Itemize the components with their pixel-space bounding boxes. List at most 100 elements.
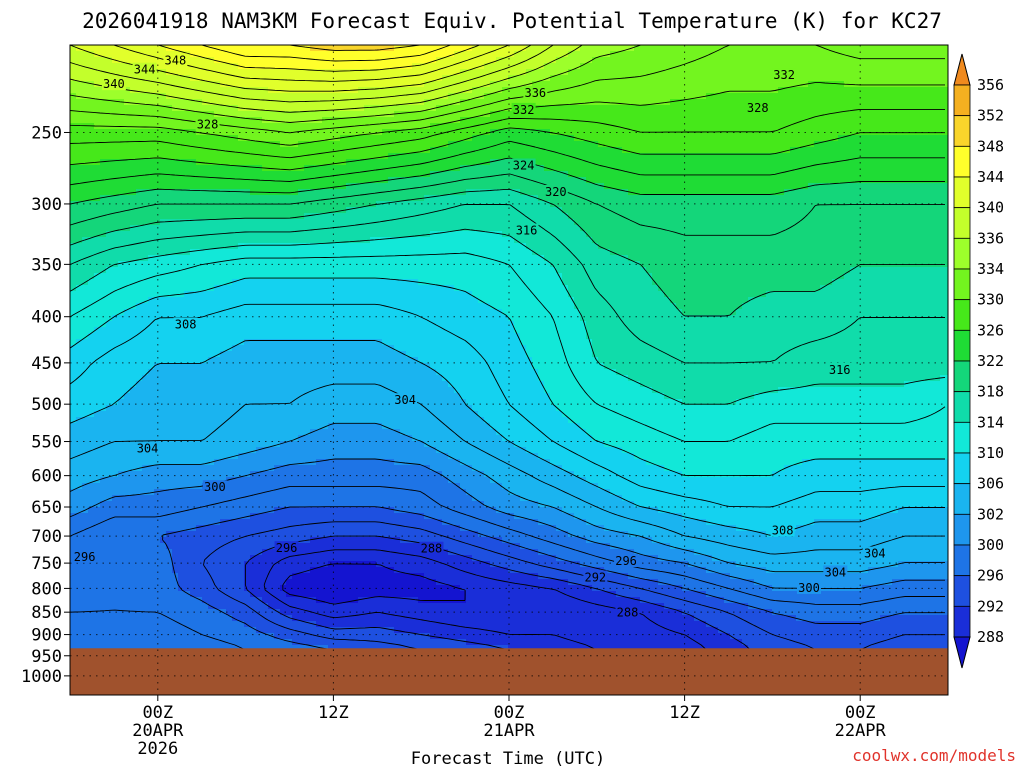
heatmap-cell — [292, 243, 299, 250]
heatmap-cell — [226, 183, 233, 190]
heatmap-cell — [202, 567, 209, 574]
heatmap-cell — [118, 471, 125, 478]
heatmap-cell — [130, 351, 137, 358]
heatmap-cell — [76, 351, 83, 358]
heatmap-cell — [316, 525, 323, 532]
heatmap-cell — [310, 627, 317, 634]
heatmap-cell — [244, 129, 251, 136]
heatmap-cell — [202, 147, 209, 154]
heatmap-cell — [130, 459, 137, 466]
heatmap-cell — [190, 249, 197, 256]
heatmap-cell — [100, 567, 107, 574]
heatmap-cell — [334, 555, 341, 562]
heatmap-cell — [124, 627, 131, 634]
heatmap-cell — [310, 123, 317, 130]
heatmap-cell — [208, 291, 215, 298]
heatmap-cell — [256, 417, 263, 424]
heatmap-cell — [298, 117, 305, 124]
heatmap-cell — [292, 405, 299, 412]
heatmap-cell — [118, 369, 125, 376]
heatmap-cell — [148, 189, 155, 196]
heatmap-cell — [166, 411, 173, 418]
heatmap-cell — [298, 453, 305, 460]
heatmap-cell — [88, 639, 95, 646]
heatmap-cell — [196, 171, 203, 178]
heatmap-cell — [328, 603, 335, 610]
heatmap-cell — [124, 369, 131, 376]
heatmap-cell — [172, 447, 179, 454]
heatmap-cell — [310, 441, 317, 448]
heatmap-cell — [202, 333, 209, 340]
heatmap-cell — [160, 627, 167, 634]
heatmap-cell — [154, 603, 161, 610]
heatmap-cell — [298, 111, 305, 118]
heatmap-cell — [202, 315, 209, 322]
heatmap-cell — [106, 375, 113, 382]
heatmap-cell — [274, 417, 281, 424]
heatmap-cell — [226, 567, 233, 574]
heatmap-cell — [88, 369, 95, 376]
heatmap-cell — [94, 231, 101, 238]
heatmap-cell — [262, 633, 269, 640]
heatmap-cell — [256, 225, 263, 232]
heatmap-cell — [280, 303, 287, 310]
heatmap-cell — [100, 591, 107, 598]
heatmap-cell — [118, 165, 125, 172]
heatmap-cell — [304, 591, 311, 598]
heatmap-cell — [118, 597, 125, 604]
heatmap-cell — [124, 171, 131, 178]
heatmap-cell — [124, 321, 131, 328]
heatmap-cell — [136, 135, 143, 142]
heatmap-cell — [322, 153, 329, 160]
heatmap-cell — [94, 549, 101, 556]
heatmap-cell — [148, 435, 155, 442]
heatmap-cell — [238, 291, 245, 298]
heatmap-cell — [262, 567, 269, 574]
heatmap-cell — [166, 561, 173, 568]
heatmap-cell — [202, 309, 209, 316]
heatmap-cell — [196, 249, 203, 256]
heatmap-cell — [250, 561, 257, 568]
heatmap-cell — [124, 135, 131, 142]
heatmap-cell — [184, 81, 191, 88]
heatmap-cell — [274, 249, 281, 256]
heatmap-cell — [70, 585, 77, 592]
heatmap-cell — [160, 597, 167, 604]
heatmap-cell — [250, 267, 257, 274]
heatmap-cell — [220, 471, 227, 478]
heatmap-cell — [310, 201, 317, 208]
heatmap-cell — [292, 99, 299, 106]
heatmap-cell — [238, 285, 245, 292]
heatmap-cell — [136, 93, 143, 100]
heatmap-cell — [274, 591, 281, 598]
heatmap-cell — [166, 585, 173, 592]
heatmap-cell — [160, 261, 167, 268]
heatmap-cell — [292, 159, 299, 166]
heatmap-cell — [334, 513, 341, 520]
heatmap-cell — [148, 87, 155, 94]
heatmap-cell — [70, 633, 77, 640]
heatmap-cell — [244, 93, 251, 100]
heatmap-cell — [70, 159, 77, 166]
heatmap-cell — [100, 393, 107, 400]
heatmap-cell — [190, 381, 197, 388]
heatmap-cell — [220, 99, 227, 106]
heatmap-cell — [292, 51, 299, 58]
heatmap-cell — [328, 105, 335, 112]
heatmap-cell — [280, 327, 287, 334]
heatmap-cell — [280, 171, 287, 178]
heatmap-cell — [82, 411, 89, 418]
heatmap-cell — [232, 213, 239, 220]
heatmap-cell — [310, 357, 317, 364]
heatmap-cell — [166, 333, 173, 340]
heatmap-cell — [178, 501, 185, 508]
heatmap-cell — [166, 129, 173, 136]
heatmap-cell — [286, 639, 293, 646]
heatmap-cell — [226, 585, 233, 592]
heatmap-cell — [112, 573, 119, 580]
heatmap-cell — [202, 213, 209, 220]
heatmap-cell — [220, 141, 227, 148]
heatmap-cell — [76, 429, 83, 436]
heatmap-cell — [238, 375, 245, 382]
heatmap-cell — [220, 243, 227, 250]
